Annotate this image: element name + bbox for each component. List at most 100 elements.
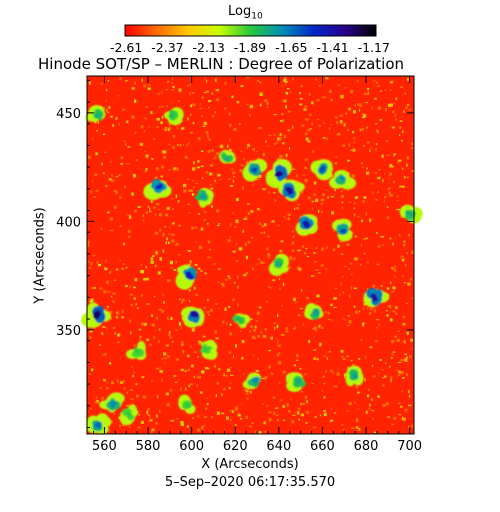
heatmap-texture-cell <box>382 179 384 183</box>
heatmap-texture-cell <box>285 92 289 95</box>
heatmap-texture-cell <box>97 266 99 268</box>
heatmap-texture-cell <box>177 144 179 146</box>
heatmap-texture-cell <box>109 229 114 232</box>
heatmap-texture-cell <box>195 182 198 185</box>
heatmap-texture-cell <box>330 369 333 372</box>
heatmap-texture-cell <box>174 381 178 383</box>
heatmap-texture-cell <box>334 188 336 192</box>
x-tick-label: 640 <box>266 439 291 454</box>
heatmap-texture-cell <box>265 140 267 143</box>
heatmap-texture-cell <box>161 276 163 278</box>
heatmap-texture-cell <box>199 103 201 106</box>
heatmap-texture-cell <box>300 190 304 194</box>
heatmap-texture-cell <box>180 387 182 391</box>
heatmap-texture-cell <box>193 286 196 290</box>
heatmap-texture-cell <box>296 206 299 210</box>
heatmap-texture-cell <box>171 101 173 103</box>
heatmap-texture-cell <box>400 405 403 408</box>
heatmap-texture-cell <box>370 147 373 149</box>
heatmap-texture-cell <box>391 353 394 356</box>
heatmap-texture-cell <box>108 178 112 181</box>
heatmap-texture-cell <box>323 122 325 124</box>
heatmap-texture-cell <box>148 84 151 86</box>
heatmap-patch <box>232 313 251 329</box>
heatmap-texture-cell <box>294 302 297 304</box>
heatmap-texture-cell <box>196 384 198 388</box>
heatmap-texture-cell <box>201 115 203 118</box>
heatmap-texture-cell <box>149 211 152 213</box>
heatmap-texture-cell <box>337 368 339 370</box>
heatmap-texture-cell <box>238 247 243 251</box>
heatmap-texture-cell <box>293 327 296 330</box>
heatmap-texture-cell <box>243 274 247 277</box>
heatmap-texture-cell <box>105 88 108 92</box>
heatmap-texture-cell <box>286 88 290 90</box>
heatmap-texture-cell <box>297 407 301 411</box>
heatmap-texture-cell <box>121 268 124 270</box>
heatmap-texture-cell <box>156 202 160 206</box>
heatmap-texture-cell <box>158 208 161 210</box>
heatmap-texture-cell <box>214 363 216 367</box>
heatmap-texture-cell <box>403 176 406 179</box>
heatmap-texture-cell <box>200 165 204 168</box>
heatmap-texture-cell <box>386 287 390 290</box>
heatmap-texture-cell <box>140 420 144 424</box>
heatmap-texture-cell <box>402 340 406 343</box>
heatmap-texture-cell <box>344 86 347 89</box>
heatmap-texture-cell <box>276 353 280 357</box>
heatmap-texture-cell <box>296 180 299 183</box>
heatmap-texture-cell <box>113 279 117 281</box>
heatmap-texture-cell <box>206 222 209 225</box>
heatmap-texture-cell <box>201 425 206 427</box>
heatmap-texture-cell <box>196 166 200 169</box>
heatmap-texture-cell <box>146 338 150 341</box>
heatmap-patch-blob <box>110 402 116 408</box>
heatmap-texture-cell <box>358 310 360 313</box>
heatmap-texture-cell <box>325 246 328 249</box>
heatmap-texture-cell <box>268 286 270 288</box>
heatmap-texture-cell <box>168 206 171 208</box>
heatmap-texture-cell <box>197 428 201 432</box>
heatmap-texture-cell <box>143 322 147 326</box>
heatmap-texture-cell <box>410 338 413 342</box>
heatmap-texture-cell <box>361 166 364 169</box>
heatmap-texture-cell <box>279 382 281 384</box>
heatmap-patch <box>329 170 357 190</box>
heatmap-texture-cell <box>119 260 121 262</box>
heatmap-texture-cell <box>115 176 119 178</box>
heatmap-texture-cell <box>306 256 310 258</box>
heatmap-texture-cell <box>401 139 403 142</box>
heatmap-texture-cell <box>206 403 209 406</box>
heatmap-texture-cell <box>148 125 150 128</box>
heatmap-texture-cell <box>296 354 299 358</box>
heatmap-patch-blob <box>303 220 310 227</box>
heatmap-texture-cell <box>268 411 272 414</box>
heatmap-texture-cell <box>260 331 262 334</box>
heatmap-texture-cell <box>253 337 257 339</box>
heatmap-texture-cell <box>277 224 280 227</box>
heatmap-texture-cell <box>355 426 359 429</box>
heatmap-texture-cell <box>361 162 363 164</box>
heatmap-texture-cell <box>333 412 337 414</box>
heatmap-texture-cell <box>392 286 396 290</box>
heatmap-texture-cell <box>333 230 335 232</box>
heatmap-texture-cell <box>339 114 344 117</box>
heatmap-texture-cell <box>266 106 269 109</box>
heatmap-texture-cell <box>350 359 353 362</box>
colorbar-tick-label: -2.61 <box>110 40 143 55</box>
heatmap-texture-cell <box>94 173 98 176</box>
heatmap-texture-cell <box>190 190 193 192</box>
heatmap-texture-cell <box>376 327 378 329</box>
heatmap-texture-cell <box>362 116 366 119</box>
heatmap-texture-cell <box>231 410 234 414</box>
heatmap-texture-cell <box>161 378 163 383</box>
heatmap-texture-cell <box>159 328 161 331</box>
heatmap-texture-cell <box>165 241 168 245</box>
heatmap-texture-cell <box>103 172 105 174</box>
heatmap-texture-cell <box>264 99 268 102</box>
heatmap-texture-cell <box>368 388 370 391</box>
heatmap-texture-cell <box>216 98 219 102</box>
heatmap-texture-cell <box>123 243 126 246</box>
heatmap-texture-cell <box>198 375 201 379</box>
